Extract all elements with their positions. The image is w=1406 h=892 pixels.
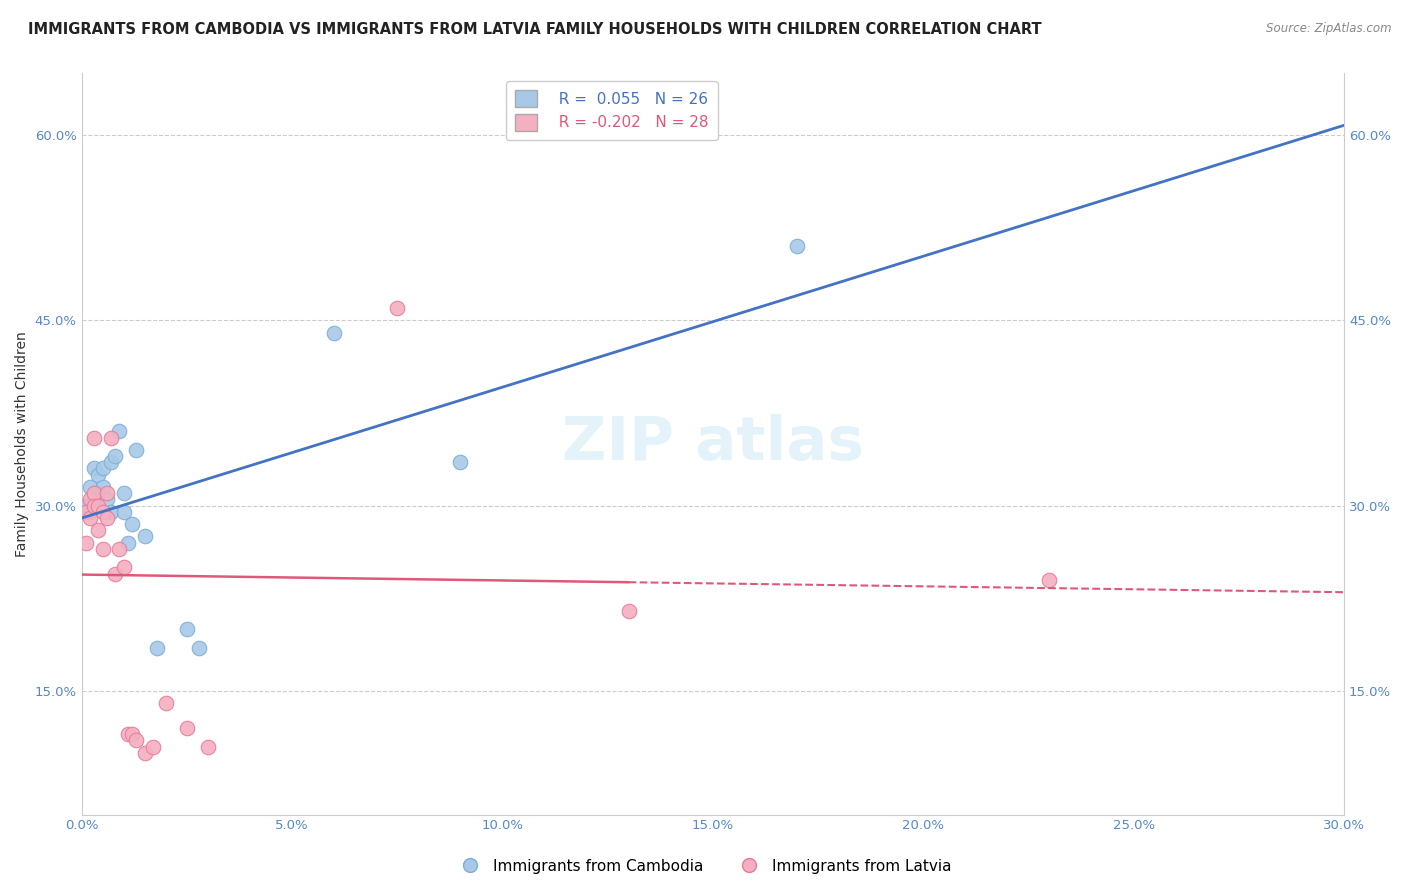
Point [75,535,97,549]
Point [96,492,118,507]
Point [91,505,114,519]
Point [79,505,101,519]
Y-axis label: Family Households with Children: Family Households with Children [15,331,30,557]
Point [449,455,471,469]
Point [100,431,122,445]
Point [87,486,110,500]
Point [108,425,131,439]
Point [79,492,101,507]
Point [91,541,114,556]
Point [75,499,97,513]
Point [83,486,105,500]
Point [91,461,114,475]
Point [75,505,97,519]
Point [83,431,105,445]
Point [96,511,118,525]
Point [87,499,110,513]
Text: ZIP atlas: ZIP atlas [562,414,863,474]
Point [134,529,156,543]
Point [112,505,135,519]
Point [112,486,135,500]
Point [117,727,139,741]
Point [91,480,114,494]
Text: IMMIGRANTS FROM CAMBODIA VS IMMIGRANTS FROM LATVIA FAMILY HOUSEHOLDS WITH CHILDR: IMMIGRANTS FROM CAMBODIA VS IMMIGRANTS F… [28,22,1042,37]
Point [83,499,105,513]
Legend: Immigrants from Cambodia, Immigrants from Latvia: Immigrants from Cambodia, Immigrants fro… [449,853,957,880]
Point [108,541,131,556]
Point [176,721,198,735]
Point [146,640,169,655]
Point [100,505,122,519]
Point [786,239,808,253]
Point [125,442,148,457]
Point [87,467,110,482]
Point [112,560,135,574]
Point [125,733,148,747]
Point [100,455,122,469]
Point [87,523,110,537]
Point [121,517,143,532]
Point [83,461,105,475]
Point [385,301,408,315]
Text: Source: ZipAtlas.com: Source: ZipAtlas.com [1267,22,1392,36]
Point [1038,573,1060,587]
Point [104,566,127,581]
Point [104,449,127,463]
Point [197,739,219,754]
Point [79,511,101,525]
Point [142,739,165,754]
Point [176,622,198,636]
Point [83,492,105,507]
Point [79,480,101,494]
Point [155,696,177,710]
Legend:   R =  0.055   N = 26,   R = -0.202   N = 28: R = 0.055 N = 26, R = -0.202 N = 28 [506,80,717,140]
Point [96,486,118,500]
Point [121,727,143,741]
Point [134,746,156,760]
Point [617,604,640,618]
Point [188,640,211,655]
Point [323,326,346,340]
Point [117,535,139,549]
